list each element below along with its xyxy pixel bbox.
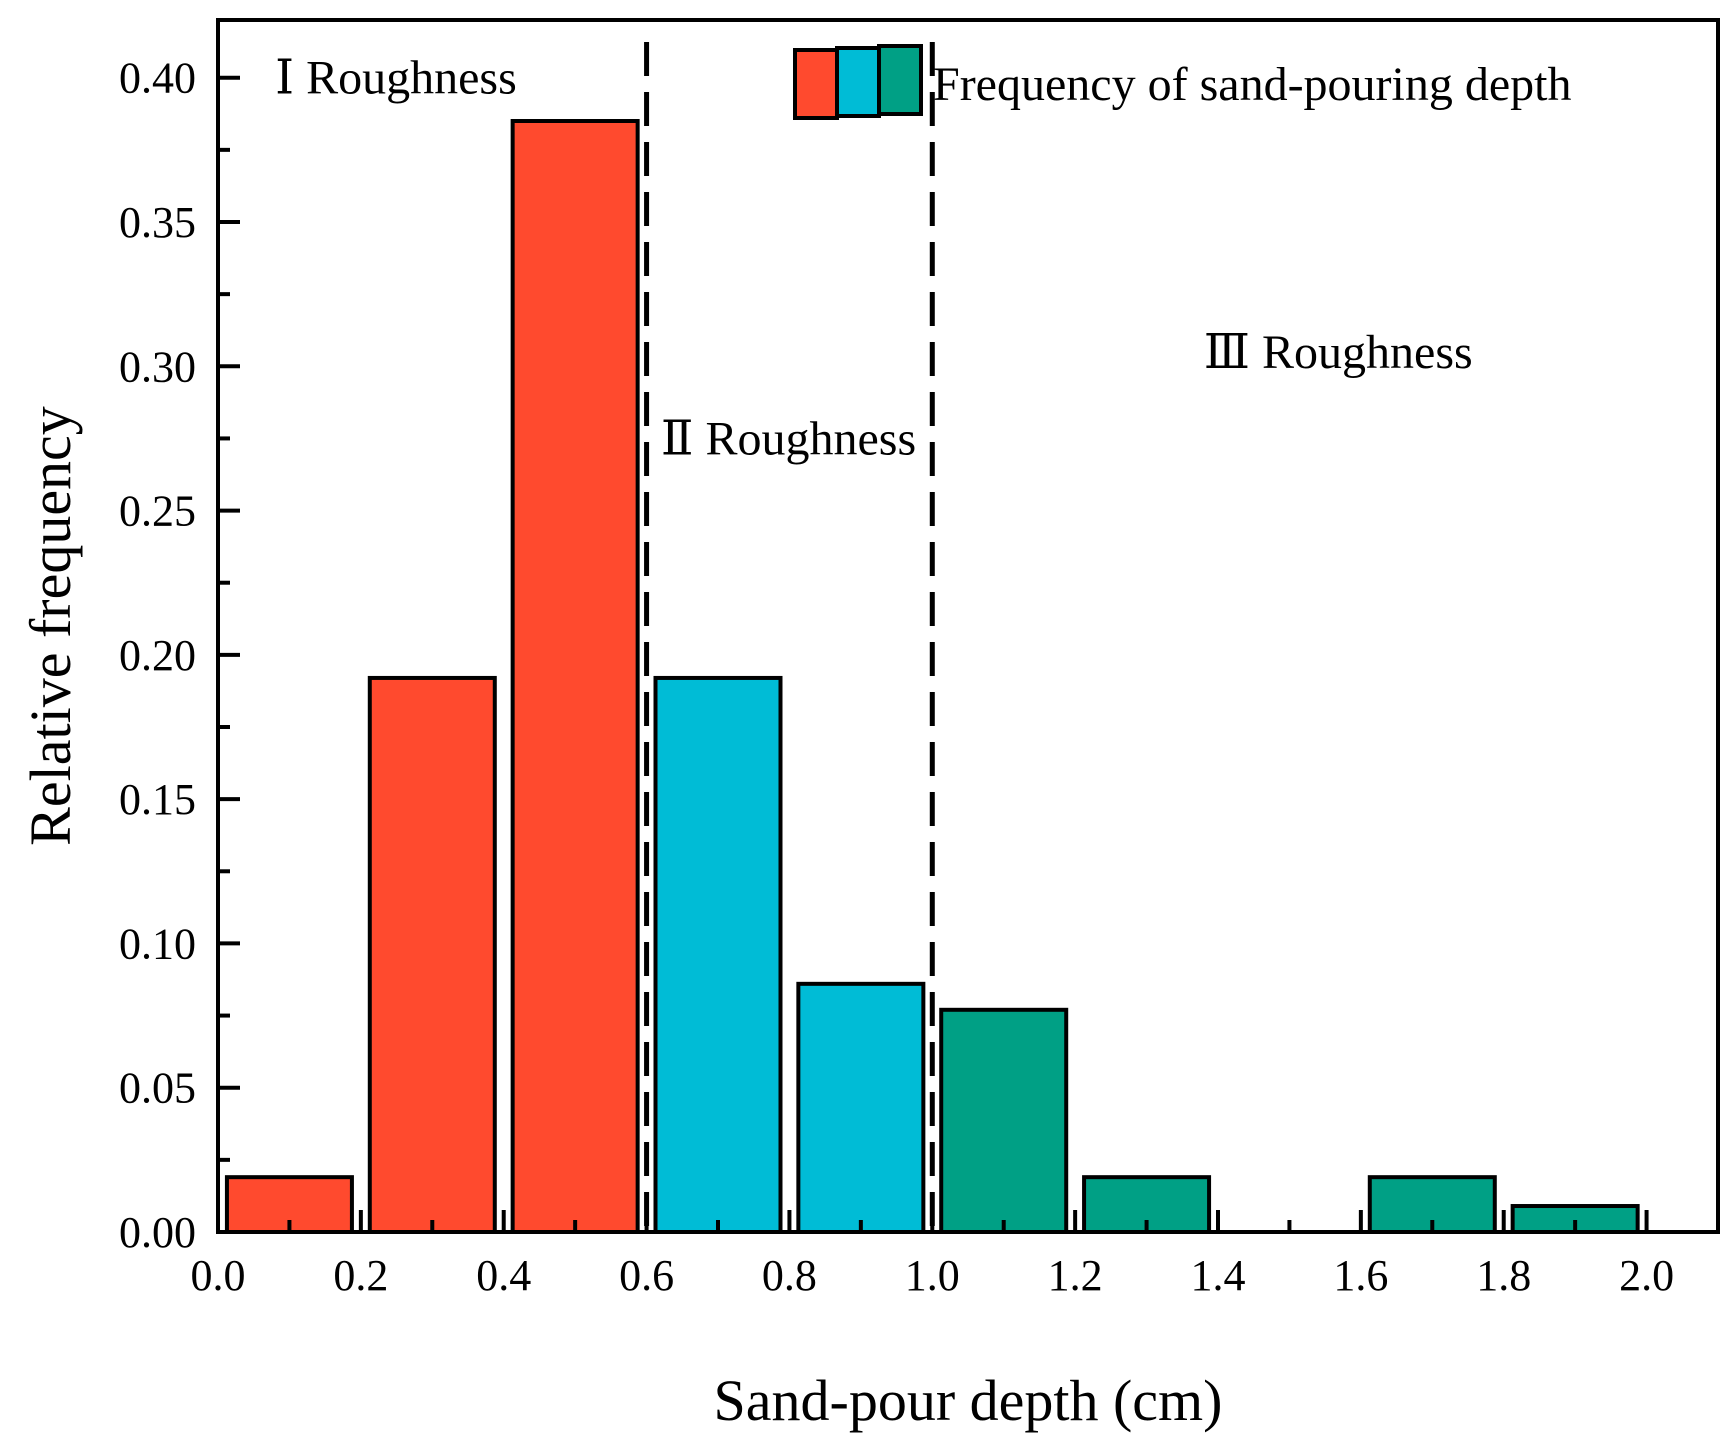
y-tick-label: 0.35 bbox=[119, 198, 196, 247]
bars-layer bbox=[224, 119, 1640, 1234]
plot-frame bbox=[216, 18, 1720, 1234]
x-tick-label: 2.0 bbox=[1619, 1251, 1674, 1300]
legend: Frequency of sand-pouring depth bbox=[793, 44, 1572, 120]
y-tick-label: 0.30 bbox=[119, 342, 196, 391]
bar-6 bbox=[939, 1007, 1069, 1234]
legend-swatch-2 bbox=[835, 46, 881, 118]
y-tick-label: 0.10 bbox=[119, 919, 196, 968]
x-tick-label: 1.8 bbox=[1476, 1251, 1531, 1300]
y-tick-label: 0.15 bbox=[119, 775, 196, 824]
y-axis-title: Relative frequency bbox=[18, 406, 83, 846]
y-tick-label: 0.40 bbox=[119, 54, 196, 103]
x-tick-label: 0.8 bbox=[762, 1251, 817, 1300]
y-tick-label: 0.20 bbox=[119, 631, 196, 680]
y-tick-label: 0.25 bbox=[119, 487, 196, 536]
x-axis-title: Sand-pour depth (cm) bbox=[714, 1368, 1223, 1433]
legend-swatch-1 bbox=[793, 48, 839, 120]
ticks-layer: 0.0 0.2 0.4 0.6 0.8 1.0 1.2 1.4 1.6 1.8 2.0 0.00 0.0… bbox=[119, 54, 1674, 1300]
x-tick-label: 0.6 bbox=[619, 1251, 674, 1300]
y-tick-label: 0.05 bbox=[119, 1064, 196, 1113]
bar-9 bbox=[1367, 1175, 1497, 1234]
x-tick-label: 1.2 bbox=[1048, 1251, 1103, 1300]
x-tick-label: 1.0 bbox=[905, 1251, 960, 1300]
labels-layer: Ⅰ Roughness Ⅱ Roughness Ⅲ Roughness bbox=[275, 52, 1473, 466]
legend-label: Frequency of sand-pouring depth bbox=[933, 58, 1572, 111]
bar-5 bbox=[796, 981, 926, 1234]
bar-3 bbox=[510, 119, 640, 1234]
region-label-2: Ⅱ Roughness bbox=[661, 412, 916, 465]
x-tick-label: 1.4 bbox=[1191, 1251, 1246, 1300]
region-label-3: Ⅲ Roughness bbox=[1204, 326, 1473, 379]
bar-2 bbox=[367, 675, 497, 1234]
region-label-1: Ⅰ Roughness bbox=[275, 52, 517, 105]
x-tick-label: 1.6 bbox=[1333, 1251, 1388, 1300]
bar-4 bbox=[653, 675, 783, 1234]
y-tick-label: 0.00 bbox=[119, 1208, 196, 1257]
x-tick-label: 0.2 bbox=[333, 1251, 388, 1300]
legend-swatch-3 bbox=[877, 44, 923, 116]
x-tick-label: 0.4 bbox=[476, 1251, 531, 1300]
x-tick-label: 0.0 bbox=[191, 1251, 246, 1300]
